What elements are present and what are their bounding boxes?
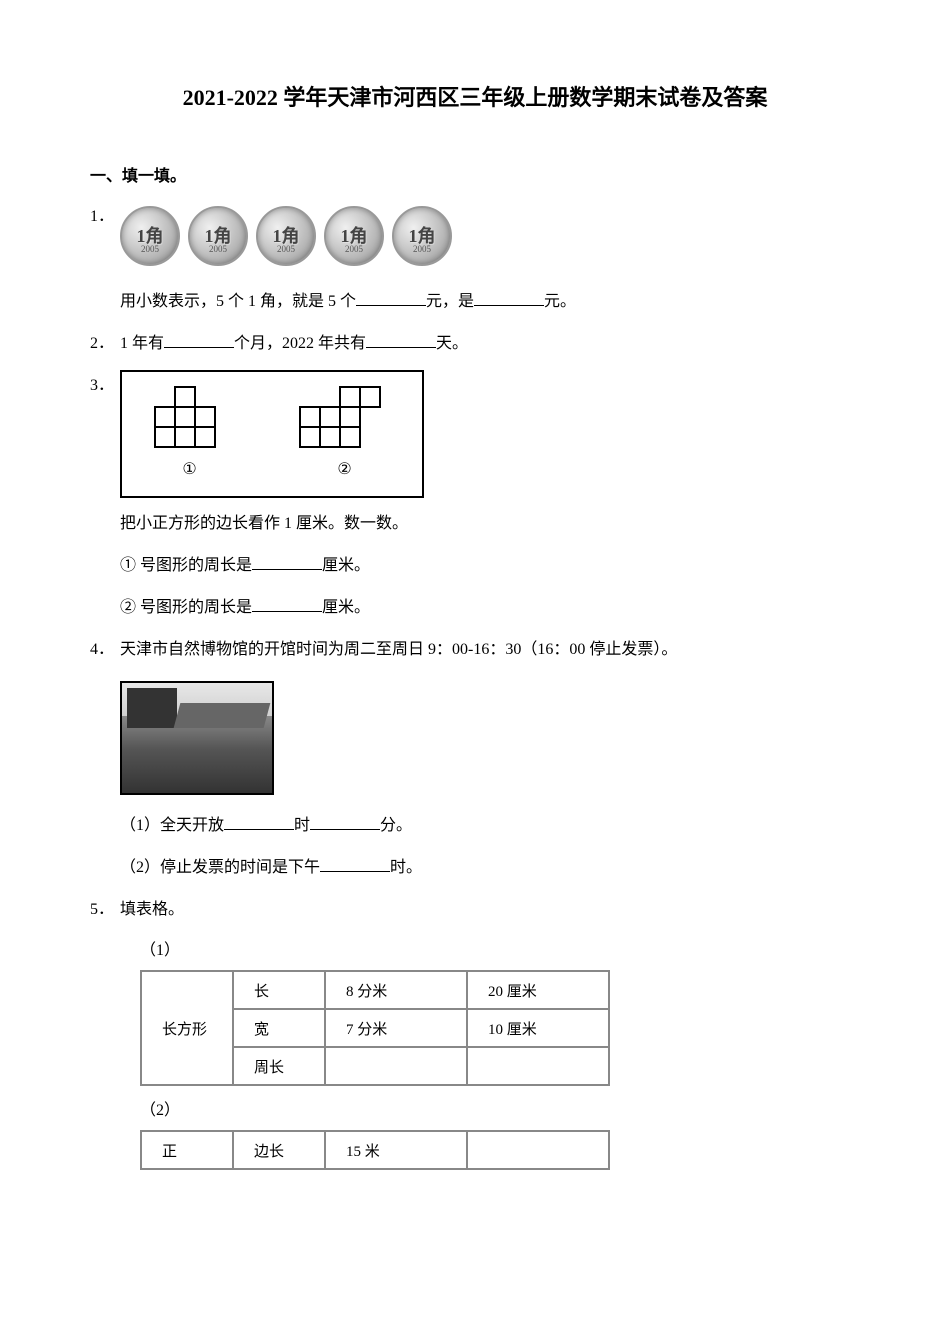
table-1: 长方形 长 8 分米 20 厘米 宽 7 分米 10 厘米 周长 bbox=[140, 970, 610, 1086]
q3-line1: 把小正方形的边长看作 1 厘米。数一数。 bbox=[90, 508, 860, 540]
question-4: 4．天津市自然博物馆的开馆时间为周二至周日 9：00-16：30（16：00 停… bbox=[90, 634, 860, 666]
table-cell: 长 bbox=[233, 971, 325, 1009]
table-row: 正 边长 15 米 bbox=[141, 1131, 609, 1169]
shape-2-group: ② bbox=[295, 382, 395, 486]
fill-blank[interactable] bbox=[356, 287, 426, 306]
table-fill-cell[interactable] bbox=[325, 1047, 467, 1085]
table-cell: 周长 bbox=[233, 1047, 325, 1085]
q3-line2: ① 号图形的周长是厘米。 bbox=[90, 550, 860, 582]
question-2: 2．1 年有个月，2022 年共有天。 bbox=[90, 328, 860, 360]
q1-text: 用小数表示，5 个 1 角，就是 5 个元，是元。 bbox=[90, 286, 860, 318]
shape-1-group: ① bbox=[150, 382, 230, 486]
shape-2-label: ② bbox=[337, 454, 351, 486]
section-header: 一、填一填。 bbox=[90, 162, 860, 186]
q2-number: 2． bbox=[90, 328, 120, 360]
table-cell: 7 分米 bbox=[325, 1009, 467, 1047]
table-2: 正 边长 15 米 bbox=[140, 1130, 610, 1170]
table-fill-cell[interactable] bbox=[467, 1047, 609, 1085]
shapes-container: ① ② bbox=[120, 370, 424, 498]
fill-blank[interactable] bbox=[252, 593, 322, 612]
table-cell: 15 米 bbox=[325, 1131, 467, 1169]
museum-image bbox=[120, 681, 274, 795]
fill-blank[interactable] bbox=[164, 329, 234, 348]
question-1: 1． 1角2005 1角2005 1角2005 1角2005 1角2005 bbox=[90, 201, 860, 276]
coin-icon: 1角2005 bbox=[188, 206, 248, 266]
fill-blank[interactable] bbox=[366, 329, 436, 348]
fill-blank[interactable] bbox=[252, 551, 322, 570]
fill-blank[interactable] bbox=[310, 811, 380, 830]
table-fill-cell[interactable] bbox=[467, 1131, 609, 1169]
table-group-cell: 长方形 bbox=[141, 971, 233, 1085]
table-row: 长方形 长 8 分米 20 厘米 bbox=[141, 971, 609, 1009]
exam-page: 2021-2022 学年天津市河西区三年级上册数学期末试卷及答案 一、填一填。 … bbox=[0, 0, 950, 1220]
fill-blank[interactable] bbox=[320, 853, 390, 872]
q4-sub2: （2）停止发票的时间是下午时。 bbox=[90, 852, 860, 884]
q3-line3: ② 号图形的周长是厘米。 bbox=[90, 592, 860, 624]
coin-row: 1角2005 1角2005 1角2005 1角2005 1角2005 bbox=[120, 206, 452, 266]
table-cell: 10 厘米 bbox=[467, 1009, 609, 1047]
page-title: 2021-2022 学年天津市河西区三年级上册数学期末试卷及答案 bbox=[90, 80, 860, 112]
fill-blank[interactable] bbox=[474, 287, 544, 306]
fill-blank[interactable] bbox=[224, 811, 294, 830]
q4-number: 4． bbox=[90, 634, 120, 666]
q1-number: 1． bbox=[90, 201, 120, 233]
shape-2-icon bbox=[295, 382, 395, 452]
table-cell: 8 分米 bbox=[325, 971, 467, 1009]
q3-number: 3． bbox=[90, 370, 120, 402]
table-cell: 边长 bbox=[233, 1131, 325, 1169]
question-3: 3． ① bbox=[90, 370, 860, 498]
table-cell: 宽 bbox=[233, 1009, 325, 1047]
coin-icon: 1角2005 bbox=[392, 206, 452, 266]
shape-1-label: ① bbox=[182, 454, 196, 486]
question-5: 5．填表格。 bbox=[90, 894, 860, 926]
table-cell: 20 厘米 bbox=[467, 971, 609, 1009]
q5-sub1-label: （1） bbox=[90, 936, 860, 960]
coin-icon: 1角2005 bbox=[256, 206, 316, 266]
museum-building-icon bbox=[127, 688, 177, 728]
table-group-cell: 正 bbox=[141, 1131, 233, 1169]
q5-sub2-label: （2） bbox=[90, 1096, 860, 1120]
q5-number: 5． bbox=[90, 894, 120, 926]
coin-icon: 1角2005 bbox=[120, 206, 180, 266]
q4-sub1: （1）全天开放时分。 bbox=[90, 810, 860, 842]
coin-icon: 1角2005 bbox=[324, 206, 384, 266]
museum-roof-icon bbox=[174, 703, 271, 728]
shape-1-icon bbox=[150, 382, 230, 452]
